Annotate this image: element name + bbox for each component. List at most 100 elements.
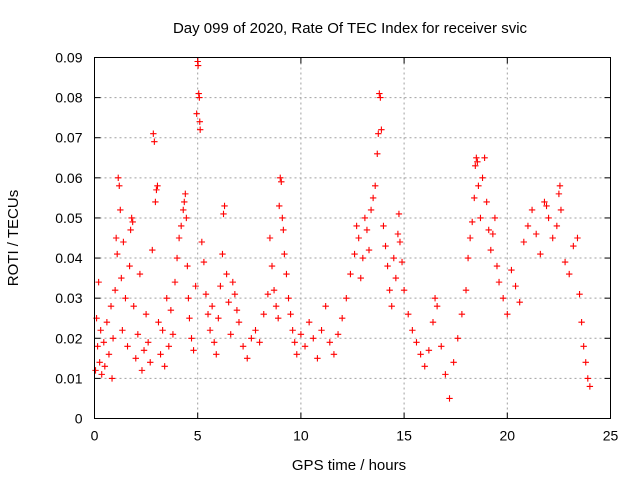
data-point (450, 359, 457, 366)
data-point (532, 230, 540, 238)
data-point (322, 302, 329, 310)
data-point (196, 118, 203, 125)
data-point (343, 294, 350, 302)
data-point (543, 202, 550, 210)
x-tick-label: 15 (396, 428, 412, 444)
data-point (193, 110, 200, 117)
data-point (190, 347, 197, 354)
data-point (260, 311, 267, 318)
data-point (235, 319, 243, 326)
data-point (266, 234, 274, 242)
x-axis-label: GPS time / hours (292, 457, 406, 474)
data-point (289, 327, 296, 334)
data-point (570, 242, 577, 250)
data-point (200, 258, 208, 266)
data-point (493, 262, 501, 270)
data-point (396, 238, 404, 246)
data-point (582, 359, 589, 366)
data-point (398, 258, 406, 266)
data-point (103, 319, 111, 326)
data-point (144, 339, 152, 346)
data-point (584, 375, 591, 382)
data-point (204, 311, 212, 318)
data-point (520, 238, 528, 246)
data-point (446, 395, 453, 402)
data-point (117, 206, 124, 214)
data-point (233, 307, 241, 314)
data-point (395, 210, 403, 218)
data-point (442, 371, 449, 378)
data-point (185, 294, 192, 302)
data-point (384, 262, 391, 270)
data-point (195, 90, 202, 97)
data-point (211, 339, 218, 346)
y-tick-label: 0.01 (55, 370, 82, 386)
data-point (353, 222, 360, 230)
data-point (574, 234, 581, 242)
data-point (252, 327, 259, 334)
data-point (120, 238, 127, 246)
data-point (359, 254, 367, 262)
y-tick-label: 0.06 (55, 170, 82, 186)
data-point (314, 355, 321, 362)
data-point (556, 182, 564, 190)
data-point (537, 250, 544, 258)
data-point (264, 290, 272, 298)
x-tick-label: 5 (194, 428, 202, 444)
data-point (217, 282, 224, 290)
x-tick-label: 25 (603, 428, 619, 444)
data-point (116, 182, 123, 190)
data-point (553, 222, 561, 230)
data-point (165, 343, 173, 350)
y-tick-label: 0 (75, 411, 83, 427)
data-point (462, 286, 470, 294)
data-point (297, 331, 305, 338)
data-point (516, 298, 523, 306)
data-point (278, 178, 285, 186)
data-point (458, 311, 466, 318)
data-point (124, 343, 131, 350)
data-point (175, 234, 183, 242)
data-point (227, 331, 234, 338)
data-point (326, 339, 333, 346)
x-tick-label: 0 (91, 428, 99, 444)
data-point (208, 302, 216, 310)
data-point (464, 254, 472, 262)
data-point (357, 274, 364, 282)
data-point (485, 226, 492, 234)
data-point (472, 162, 479, 169)
x-tick-labels: 0 5 10 15 20 25 (91, 428, 619, 444)
data-point (182, 190, 189, 198)
y-tick-label: 0.03 (55, 290, 82, 306)
data-point (421, 363, 428, 370)
data-point (239, 343, 247, 350)
data-point (167, 307, 175, 314)
data-point (147, 359, 154, 366)
data-point (198, 238, 206, 246)
data-point (126, 262, 133, 270)
data-point (98, 371, 105, 378)
data-point (151, 138, 158, 145)
data-point (136, 270, 144, 278)
data-point (390, 254, 397, 262)
data-point (202, 290, 210, 298)
data-point (580, 343, 587, 350)
data-point (105, 351, 113, 358)
data-point (499, 294, 507, 302)
data-point (142, 311, 150, 318)
data-point (487, 246, 494, 254)
data-point (225, 298, 232, 306)
data-point (272, 302, 280, 310)
data-point (274, 315, 282, 322)
data-point (268, 262, 276, 270)
data-point (184, 262, 191, 270)
data-point (285, 294, 292, 302)
data-point (183, 214, 190, 222)
data-point (138, 367, 146, 374)
data-point (392, 274, 400, 282)
data-point (186, 315, 193, 322)
data-point (92, 367, 99, 374)
data-point (489, 230, 497, 238)
data-point (96, 359, 103, 366)
data-point (100, 339, 107, 346)
